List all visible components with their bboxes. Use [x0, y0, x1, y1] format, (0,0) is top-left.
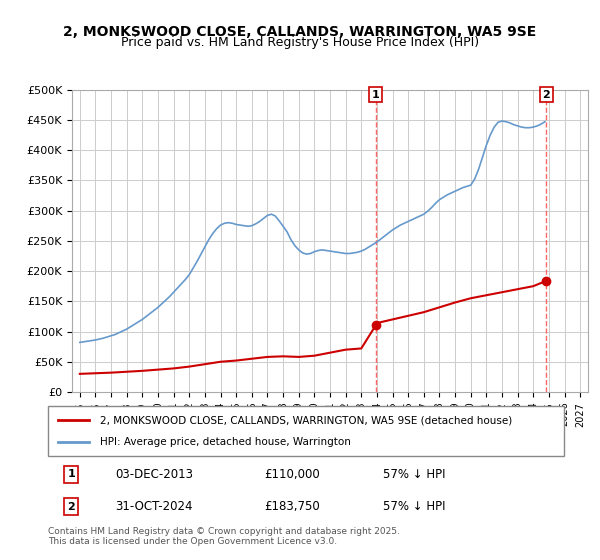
Text: Contains HM Land Registry data © Crown copyright and database right 2025.
This d: Contains HM Land Registry data © Crown c…	[48, 526, 400, 546]
Text: 1: 1	[372, 90, 380, 100]
Text: 03-DEC-2013: 03-DEC-2013	[115, 468, 193, 481]
Text: 2, MONKSWOOD CLOSE, CALLANDS, WARRINGTON, WA5 9SE: 2, MONKSWOOD CLOSE, CALLANDS, WARRINGTON…	[64, 25, 536, 39]
Text: HPI: Average price, detached house, Warrington: HPI: Average price, detached house, Warr…	[100, 437, 350, 447]
Text: 2: 2	[542, 90, 550, 100]
Text: £110,000: £110,000	[265, 468, 320, 481]
FancyBboxPatch shape	[48, 406, 564, 456]
Text: 2, MONKSWOOD CLOSE, CALLANDS, WARRINGTON, WA5 9SE (detached house): 2, MONKSWOOD CLOSE, CALLANDS, WARRINGTON…	[100, 415, 512, 425]
Text: 57% ↓ HPI: 57% ↓ HPI	[383, 468, 446, 481]
Text: 2: 2	[67, 502, 75, 512]
Text: 1: 1	[67, 469, 75, 479]
Text: 57% ↓ HPI: 57% ↓ HPI	[383, 500, 446, 513]
Text: £183,750: £183,750	[265, 500, 320, 513]
Text: 31-OCT-2024: 31-OCT-2024	[115, 500, 193, 513]
Text: Price paid vs. HM Land Registry's House Price Index (HPI): Price paid vs. HM Land Registry's House …	[121, 36, 479, 49]
